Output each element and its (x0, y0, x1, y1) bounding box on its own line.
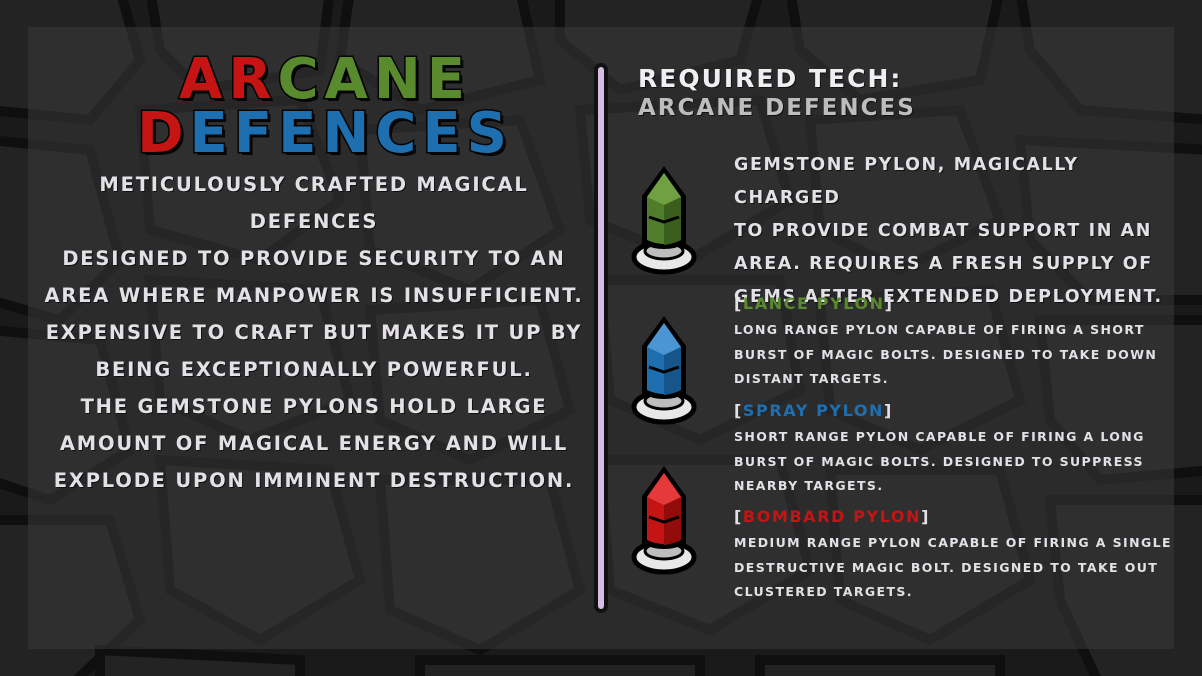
variant-description: Short range pylon capable of firing a lo… (734, 425, 1174, 499)
title-defences: DEFENCES (120, 104, 530, 163)
description-paragraph-2: The gemstone pylons hold large amount of… (40, 388, 588, 499)
green-gemstone-pylon-icon (631, 166, 697, 275)
pylon-description-line: area. Requires a fresh supply of (734, 254, 1153, 274)
variant-label: Spray Pylon (742, 401, 885, 420)
description-line: The gemstone pylons hold large (80, 395, 548, 418)
title-letter: A (177, 47, 229, 112)
title-letter: N (321, 101, 376, 166)
variant-label: Bombard Pylon (742, 507, 922, 526)
variant-line: burst of magic bolts. Designed to take d… (734, 346, 1158, 362)
pylon-description-line: Gemstone pylon, magically charged (734, 155, 1079, 208)
variant-line: nearby targets. (734, 478, 884, 493)
red-gemstone-pylon-icon (631, 466, 697, 575)
title-letter: S (465, 101, 513, 166)
description-line: area where manpower is insufficient. (44, 284, 584, 307)
title-letter: C (276, 47, 325, 112)
variant-line: Short range pylon capable of firing a lo… (734, 429, 1145, 444)
description-line: Expensive to craft but makes it up by (45, 321, 583, 344)
title-letter: C (374, 101, 423, 166)
vertical-divider (594, 63, 608, 613)
variant-line: destructive magic bolt. Designed to take… (734, 559, 1159, 575)
variant-line: Long range pylon capable of firing a sho… (734, 322, 1145, 337)
blue-gemstone-pylon-icon (631, 316, 697, 425)
pylon-description: Gemstone pylon, magically charged to pro… (734, 149, 1174, 314)
variant-line: clustered targets. (734, 584, 913, 599)
title-letter: F (232, 101, 279, 166)
title-arcane: ARCANE (120, 50, 530, 109)
title-letter: D (136, 101, 190, 166)
title-letter: N (372, 47, 427, 112)
title-letter: E (425, 47, 472, 112)
variant-line: distant targets. (734, 371, 889, 386)
title-letter: E (277, 101, 323, 166)
title-letter: E (421, 101, 467, 166)
required-tech-heading: Required Tech: (638, 64, 903, 93)
pylon-description-line: to provide combat support in an (734, 221, 1153, 241)
description-line: designed to provide security to an (62, 247, 566, 270)
title-letter: A (323, 47, 374, 112)
description-line: explode upon imminent destruction. (53, 469, 575, 492)
variant-line: burst of magic bolts. Designed to suppre… (734, 453, 1144, 469)
variant-line: Medium range pylon capable of firing a s… (734, 535, 1172, 550)
variant-bombard-pylon: [Bombard Pylon] Medium range pylon capab… (734, 506, 1174, 605)
variant-name: [Bombard Pylon] (734, 507, 931, 526)
description-line: being exceptionally powerful. (95, 358, 533, 381)
required-tech-value: Arcane Defences (638, 95, 916, 121)
variant-name: [Spray Pylon] (734, 401, 893, 420)
variant-name: [Lance Pylon] (734, 294, 894, 313)
description-line: Meticulously crafted magical defences (99, 173, 529, 233)
variant-lance-pylon: [Lance Pylon] Long range pylon capable o… (734, 293, 1174, 392)
variant-spray-pylon: [Spray Pylon] Short range pylon capable … (734, 400, 1174, 499)
title-letter: R (227, 47, 278, 112)
description-line: amount of magical energy and will (59, 432, 569, 455)
title-letter: E (188, 101, 234, 166)
pylon-description-line: gems after extended deployment. (734, 287, 1163, 307)
variant-description: Long range pylon capable of firing a sho… (734, 318, 1174, 392)
variant-label: Lance Pylon (742, 294, 885, 313)
variant-description: Medium range pylon capable of firing a s… (734, 531, 1174, 605)
description-paragraph-1: Meticulously crafted magical defences de… (40, 166, 588, 388)
